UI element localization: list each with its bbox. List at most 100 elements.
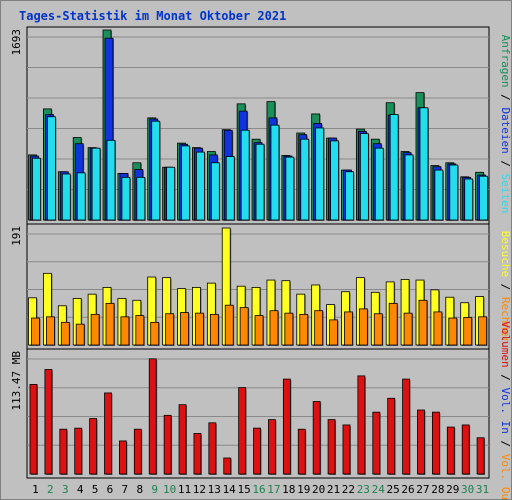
bar-volumen <box>387 397 396 475</box>
bar-seiten <box>359 133 369 221</box>
series-label-part: / <box>499 88 512 108</box>
bar-rechner <box>388 302 398 346</box>
bar-volumen <box>178 404 187 475</box>
panel-3-series-label: Volumen / Vol. In / Vol. Out <box>499 321 512 500</box>
x-tick-label: 26 <box>401 483 414 496</box>
panel-2-ymax-label: 191 <box>10 226 23 246</box>
x-tick-label: 9 <box>151 483 158 496</box>
bar-rechner <box>329 319 338 346</box>
x-tick-label: 4 <box>77 483 84 496</box>
bar-seiten <box>374 147 384 221</box>
bar-seiten <box>404 154 414 221</box>
bar-rechner <box>150 321 160 346</box>
x-tick-label: 7 <box>122 483 129 496</box>
bar-rechner <box>433 311 443 346</box>
bar-volumen <box>282 378 291 475</box>
panel-1-ymax-label: 1693 <box>10 29 23 56</box>
series-label-part: Anfragen <box>499 35 512 88</box>
series-label-part: / <box>499 434 512 454</box>
bar-rechner <box>463 317 473 346</box>
bar-rechner <box>180 312 189 346</box>
bar-seiten <box>270 124 280 221</box>
x-tick-label: 18 <box>282 483 295 496</box>
bar-seiten <box>106 139 116 221</box>
x-tick-label: 11 <box>178 483 191 496</box>
bar-rechner <box>403 312 413 346</box>
bar-seiten <box>166 166 176 221</box>
x-tick-label: 21 <box>327 483 340 496</box>
bar-rechner <box>120 316 130 346</box>
x-tick-label: 20 <box>312 483 325 496</box>
bar-seiten <box>389 114 399 221</box>
bar-seiten <box>300 138 310 221</box>
bar-rechner <box>165 313 175 346</box>
bar-rechner <box>239 307 249 346</box>
bar-rechner <box>344 311 353 346</box>
bar-seiten <box>61 173 71 221</box>
bar-rechner <box>90 313 100 346</box>
bar-rechner <box>299 313 309 346</box>
series-label-part: Seiten <box>499 174 512 214</box>
bar-seiten <box>449 164 459 221</box>
bar-rechner <box>418 299 428 346</box>
bar-seiten <box>121 176 131 221</box>
bar-seiten <box>210 162 220 221</box>
bar-seiten <box>345 171 354 221</box>
bar-rechner <box>448 317 458 346</box>
bar-rechner <box>31 317 40 346</box>
bar-seiten <box>240 129 250 221</box>
bar-seiten <box>464 178 474 221</box>
bar-seiten <box>196 151 205 221</box>
bar-rechner <box>195 312 204 346</box>
bar-seiten <box>434 169 444 221</box>
bar-rechner <box>314 310 324 346</box>
bar-seiten <box>285 156 295 221</box>
x-tick-label: 28 <box>431 483 444 496</box>
bar-volumen <box>119 440 127 475</box>
x-tick-label: 29 <box>446 483 459 496</box>
x-tick-label: 12 <box>193 483 206 496</box>
bar-seiten <box>91 147 101 221</box>
x-tick-label: 1 <box>32 483 39 496</box>
bar-seiten <box>32 157 41 221</box>
bar-volumen <box>402 378 410 475</box>
bar-volumen <box>74 427 83 475</box>
x-tick-label: 24 <box>372 483 386 496</box>
series-label-part: Volumen <box>499 321 512 367</box>
bar-volumen <box>163 414 172 475</box>
bar-seiten <box>255 143 265 221</box>
x-tick-label: 23 <box>357 483 370 496</box>
bar-rechner <box>105 302 115 346</box>
x-tick-label: 10 <box>163 483 176 496</box>
bar-seiten <box>76 172 86 221</box>
bar-volumen <box>29 384 38 475</box>
bar-volumen <box>446 426 455 475</box>
chart-title: Tages-Statistik im Monat Oktober 2021 <box>19 9 287 23</box>
panel-2-series-label: Besuche / Rechner <box>499 231 512 344</box>
bar-seiten <box>151 120 161 221</box>
bar-volumen <box>133 428 142 475</box>
x-tick-label: 13 <box>208 483 221 496</box>
bar-rechner <box>254 315 264 346</box>
bar-volumen <box>193 433 202 475</box>
series-label-part: Vol. Out <box>499 454 512 500</box>
bar-volumen <box>59 428 68 475</box>
x-tick-label: 2 <box>47 483 54 496</box>
bar-volumen <box>372 411 381 475</box>
panel-3-ymax-label: 113.47 MB <box>10 351 23 411</box>
bar-volumen <box>461 424 470 475</box>
series-label-part: / <box>499 154 512 174</box>
bar-seiten <box>419 107 429 221</box>
bar-seiten <box>225 156 235 221</box>
bar-volumen <box>223 457 232 475</box>
bar-volumen <box>327 419 336 475</box>
bar-rechner <box>135 315 145 346</box>
bar-volumen <box>312 401 321 475</box>
series-label-part: Besuche <box>499 231 512 277</box>
x-tick-label: 31 <box>476 483 489 496</box>
bar-volumen <box>431 411 440 475</box>
x-tick-label: 14 <box>223 483 237 496</box>
bar-volumen <box>238 387 247 475</box>
x-tick-label: 15 <box>237 483 250 496</box>
bar-rechner <box>209 313 219 346</box>
